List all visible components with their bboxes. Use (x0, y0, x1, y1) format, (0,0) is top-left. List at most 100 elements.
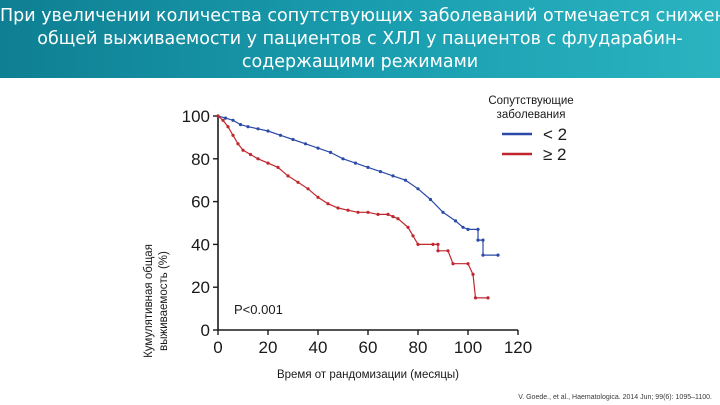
citation: V. Goede., et al., Haematologica. 2014 J… (518, 394, 712, 401)
data-point (481, 253, 485, 257)
data-point (226, 125, 230, 129)
data-point (336, 206, 340, 210)
data-point (216, 114, 220, 118)
data-point (231, 133, 235, 137)
series-points-0 (216, 114, 500, 257)
data-point (461, 225, 465, 229)
data-point (476, 227, 480, 231)
title-line-1: При увеличении количества сопутствующих … (0, 5, 720, 26)
title-line-3: содержащими режимами (241, 51, 479, 72)
data-point (396, 217, 400, 221)
legend: Сопутствующие заболевания < 2≥ 2 (488, 95, 573, 164)
data-point (473, 296, 478, 300)
x-tick-label: 40 (309, 338, 328, 357)
data-point (486, 296, 490, 300)
data-point (466, 262, 470, 266)
plot-area (216, 114, 500, 300)
y-tick-label: 80 (191, 150, 210, 169)
legend-label-0: < 2 (543, 125, 567, 144)
y-tick-label: 40 (191, 235, 210, 254)
survival-chart: Кумулятивная общая выживаемость (%) 0 20 4… (143, 95, 574, 381)
x-tick-label: 20 (259, 338, 278, 357)
y-tick-label: 100 (182, 107, 210, 126)
y-axis-title-line-2: выживаемость (%) (158, 251, 170, 351)
data-point (266, 129, 270, 133)
axes (217, 116, 518, 331)
data-point (476, 238, 480, 242)
data-point (451, 262, 455, 266)
data-point (446, 249, 450, 253)
data-point (376, 212, 380, 216)
data-point (436, 242, 440, 246)
data-point (341, 157, 345, 161)
data-point (378, 170, 383, 174)
data-point (366, 165, 370, 169)
data-point (356, 210, 360, 214)
title-line-2: общей выживаемости у пациентов с ХЛЛ у п… (37, 28, 683, 49)
legend-title-line-1: Сопутствующие (488, 95, 573, 107)
data-point (256, 157, 260, 161)
data-point (353, 161, 358, 165)
series-points-1 (216, 114, 490, 300)
data-point (303, 142, 308, 146)
data-point (221, 118, 225, 122)
data-point (436, 249, 440, 253)
y-tick-label: 0 (201, 321, 210, 340)
data-point (306, 187, 310, 191)
legend-title-line-2: заболевания (497, 109, 566, 121)
data-point (231, 118, 235, 122)
data-point (278, 133, 283, 137)
data-point (391, 215, 395, 219)
data-point (346, 208, 350, 212)
x-tick-label: 100 (454, 338, 482, 357)
series-line-0 (217, 115, 498, 256)
data-point (266, 161, 270, 165)
data-point (391, 174, 395, 178)
title-banner: При увеличении количества сопутствующих … (0, 0, 720, 78)
data-point (326, 202, 330, 206)
data-point (296, 180, 300, 184)
x-tick-label: 0 (213, 338, 222, 357)
data-point (366, 210, 370, 214)
data-point (411, 234, 415, 238)
data-point (403, 178, 408, 182)
legend-items: < 2≥ 2 (502, 125, 567, 164)
data-point (416, 242, 420, 246)
data-point (428, 197, 433, 202)
p-value-annotation: P<0.001 (234, 302, 283, 317)
data-point (248, 152, 253, 157)
y-axis-title: Кумулятивная общая выживаемость (%) (143, 244, 170, 358)
x-tick-label: 120 (504, 338, 532, 357)
data-point (386, 212, 390, 216)
data-point (453, 219, 458, 223)
data-point (431, 242, 435, 246)
data-point (256, 127, 260, 131)
y-tick-label: 60 (191, 193, 210, 212)
x-tick-label: 60 (359, 338, 378, 357)
x-tick-label: 80 (409, 338, 428, 357)
y-axis-title-line-1: Кумулятивная общая (143, 244, 155, 358)
ticks: 0 20 40 60 80 100 120 0 20 40 60 80 100 (182, 107, 533, 357)
data-point (223, 116, 228, 120)
data-point (316, 195, 320, 199)
data-point (238, 123, 243, 127)
x-axis-title: Время от рандомизации (месяцы) (277, 369, 459, 381)
data-point (286, 174, 290, 178)
data-point (406, 225, 410, 229)
data-point (246, 125, 250, 129)
data-point (441, 210, 445, 214)
data-point (471, 272, 475, 276)
y-tick-label: 20 (191, 278, 210, 297)
data-point (466, 227, 470, 231)
data-point (236, 142, 240, 146)
data-point (276, 165, 280, 169)
data-point (328, 150, 333, 154)
data-point (496, 253, 500, 257)
series-line-1 (217, 115, 488, 299)
data-point (241, 148, 245, 152)
data-point (481, 238, 485, 242)
data-point (316, 146, 320, 150)
data-point (291, 137, 295, 142)
data-point (416, 187, 420, 191)
legend-label-1: ≥ 2 (543, 145, 567, 164)
